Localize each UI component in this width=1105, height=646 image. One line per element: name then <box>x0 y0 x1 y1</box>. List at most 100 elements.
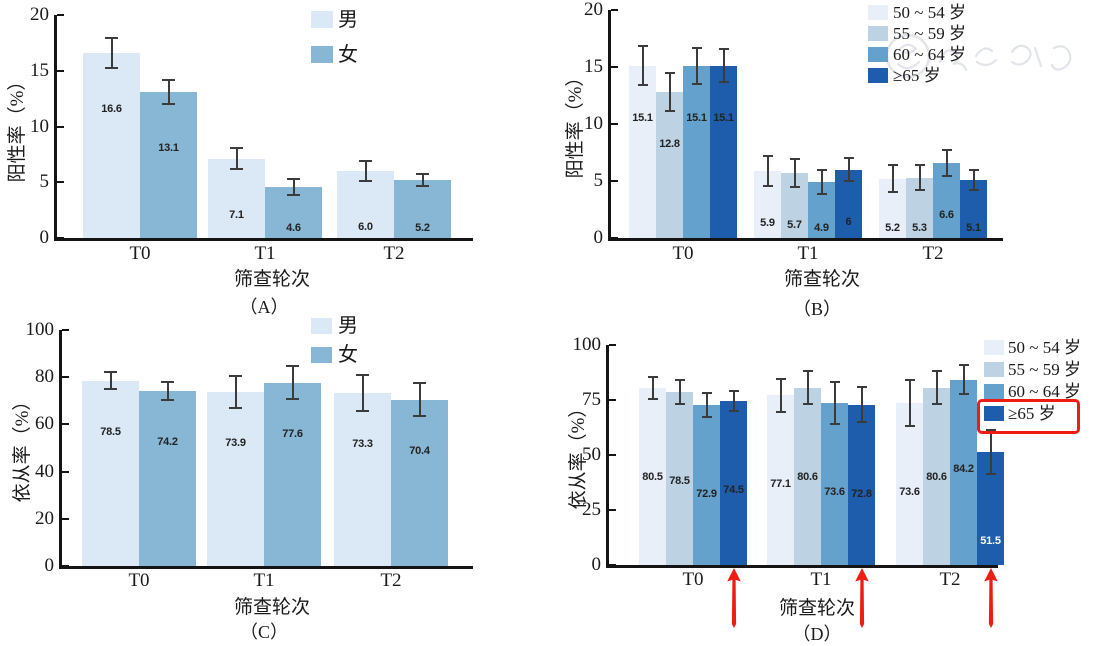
y-tick-label: 25 <box>582 499 601 520</box>
legend-swatch-d-series4 <box>984 406 1004 421</box>
y-tick-mark <box>609 509 616 511</box>
caption-d: （D） <box>792 624 842 644</box>
error-cap-top <box>359 160 372 163</box>
error-cap-bottom <box>931 403 942 406</box>
error-bar-b-series2-t2 <box>918 165 921 191</box>
bar-a-series2-t0 <box>140 91 197 238</box>
error-bar-a-series1-t2 <box>364 161 367 182</box>
error-cap-bottom <box>775 410 786 413</box>
value-label-b-series1-t2: 5.2 <box>885 222 900 234</box>
y-tick-label: 50 <box>582 444 601 465</box>
y-tick-mark <box>62 517 69 520</box>
y-tick-mark <box>611 66 618 68</box>
error-cap-bottom <box>762 184 773 187</box>
bar-d-series3-t2 <box>950 379 977 565</box>
error-cap-top <box>674 379 685 382</box>
bar-a-series2-t2 <box>394 180 451 238</box>
y-tick-label: 80 <box>35 366 54 388</box>
legend-highlight-box <box>977 399 1080 434</box>
error-cap-top <box>287 177 300 180</box>
error-cap-bottom <box>691 83 702 86</box>
error-bar-b-series2-t1 <box>793 159 796 187</box>
bar-b-series2-t1 <box>781 173 808 238</box>
bar-c-series2-t2 <box>391 399 448 566</box>
bar-b-series1-t1 <box>754 170 781 238</box>
y-tick-mark <box>62 329 69 331</box>
legend-swatch-a-series1 <box>311 11 333 28</box>
error-cap-top <box>691 46 702 49</box>
error-bar-d-series2-t1 <box>806 371 809 405</box>
value-label-c-series2-t1: 77.6 <box>282 427 303 440</box>
error-cap-top <box>637 45 648 48</box>
error-cap-bottom <box>829 422 840 425</box>
bar-b-series3-t1 <box>808 182 835 238</box>
x-tick-label-t2: T2 <box>380 570 402 591</box>
bar-a-series1-t2 <box>337 171 394 238</box>
error-cap-bottom <box>914 189 925 192</box>
error-cap-top <box>161 380 174 383</box>
legend-label-d-series1: 50 ~ 54 岁 <box>1008 338 1081 357</box>
legend-label-d-series3: 60 ~ 64 岁 <box>1008 382 1081 401</box>
y-tick-mark <box>57 125 64 128</box>
y-tick-mark <box>62 565 69 567</box>
y-tick-label: 20 <box>30 4 49 25</box>
value-label-b-series2-t0: 12.8 <box>659 138 680 151</box>
bar-d-series3-t0 <box>693 404 720 565</box>
highlight-arrow-icon-t1 <box>854 568 869 628</box>
y-tick-mark <box>57 237 64 239</box>
y-axis-title: 阳性率（%） <box>565 67 586 179</box>
y-tick-label: 0 <box>39 227 50 248</box>
error-bar-d-series4-t1 <box>860 387 863 423</box>
error-cap-top <box>856 386 867 389</box>
y-tick-mark <box>609 344 616 346</box>
bar-c-series2-t1 <box>264 382 321 566</box>
x-axis-title: 筛查轮次 <box>233 597 310 618</box>
error-bar-d-series1-t1 <box>779 378 782 412</box>
error-bar-d-series3-t2 <box>962 365 965 395</box>
error-cap-bottom <box>162 102 175 105</box>
value-label-b-series1-t1: 5.9 <box>760 216 775 229</box>
x-tick-label-t0: T0 <box>128 570 150 591</box>
y-tick-label: 100 <box>572 334 602 355</box>
error-cap-top <box>968 168 979 171</box>
error-cap-bottom <box>968 189 979 192</box>
error-cap-bottom <box>843 180 854 182</box>
error-cap-bottom <box>230 168 243 171</box>
error-bar-c-series2-t1 <box>291 366 294 400</box>
error-cap-bottom <box>416 185 429 188</box>
y-tick-mark <box>611 123 618 125</box>
error-cap-top <box>701 391 712 394</box>
error-cap-top <box>802 370 813 373</box>
error-cap-bottom <box>958 393 969 396</box>
bar-c-series1-t2 <box>334 393 391 566</box>
error-bar-a-series1-t0 <box>110 37 113 68</box>
y-tick-label: 0 <box>44 555 55 576</box>
y-tick-mark <box>57 69 64 72</box>
error-cap-top <box>904 378 915 381</box>
y-tick-mark <box>609 564 616 566</box>
bar-a-series1-t0 <box>83 52 140 238</box>
bar-b-series1-t0 <box>629 65 656 238</box>
bar-d-series2-t1 <box>794 387 821 565</box>
value-label-b-series4-t1: 6 <box>845 215 852 228</box>
error-cap-bottom <box>413 415 426 418</box>
value-label-d-series2-t1: 80.6 <box>797 470 818 483</box>
error-cap-top <box>958 364 969 367</box>
error-bar-d-series3-t1 <box>833 382 836 424</box>
error-cap-top <box>230 147 243 150</box>
error-cap-bottom <box>802 403 813 406</box>
error-bar-b-series1-t2 <box>891 165 894 193</box>
bar-d-series1-t2 <box>896 403 923 565</box>
error-cap-top <box>728 390 739 393</box>
error-bar-d-series1-t2 <box>908 379 911 427</box>
error-bar-c-series1-t0 <box>109 372 112 389</box>
y-axis-line <box>54 15 57 241</box>
bar-c-series1-t1 <box>207 391 264 566</box>
bar-b-series3-t0 <box>683 65 710 238</box>
bar-d-series1-t0 <box>639 387 666 565</box>
error-cap-top <box>985 428 996 431</box>
x-axis-line <box>608 238 1003 241</box>
error-cap-top <box>887 164 898 167</box>
error-cap-bottom <box>637 84 648 87</box>
